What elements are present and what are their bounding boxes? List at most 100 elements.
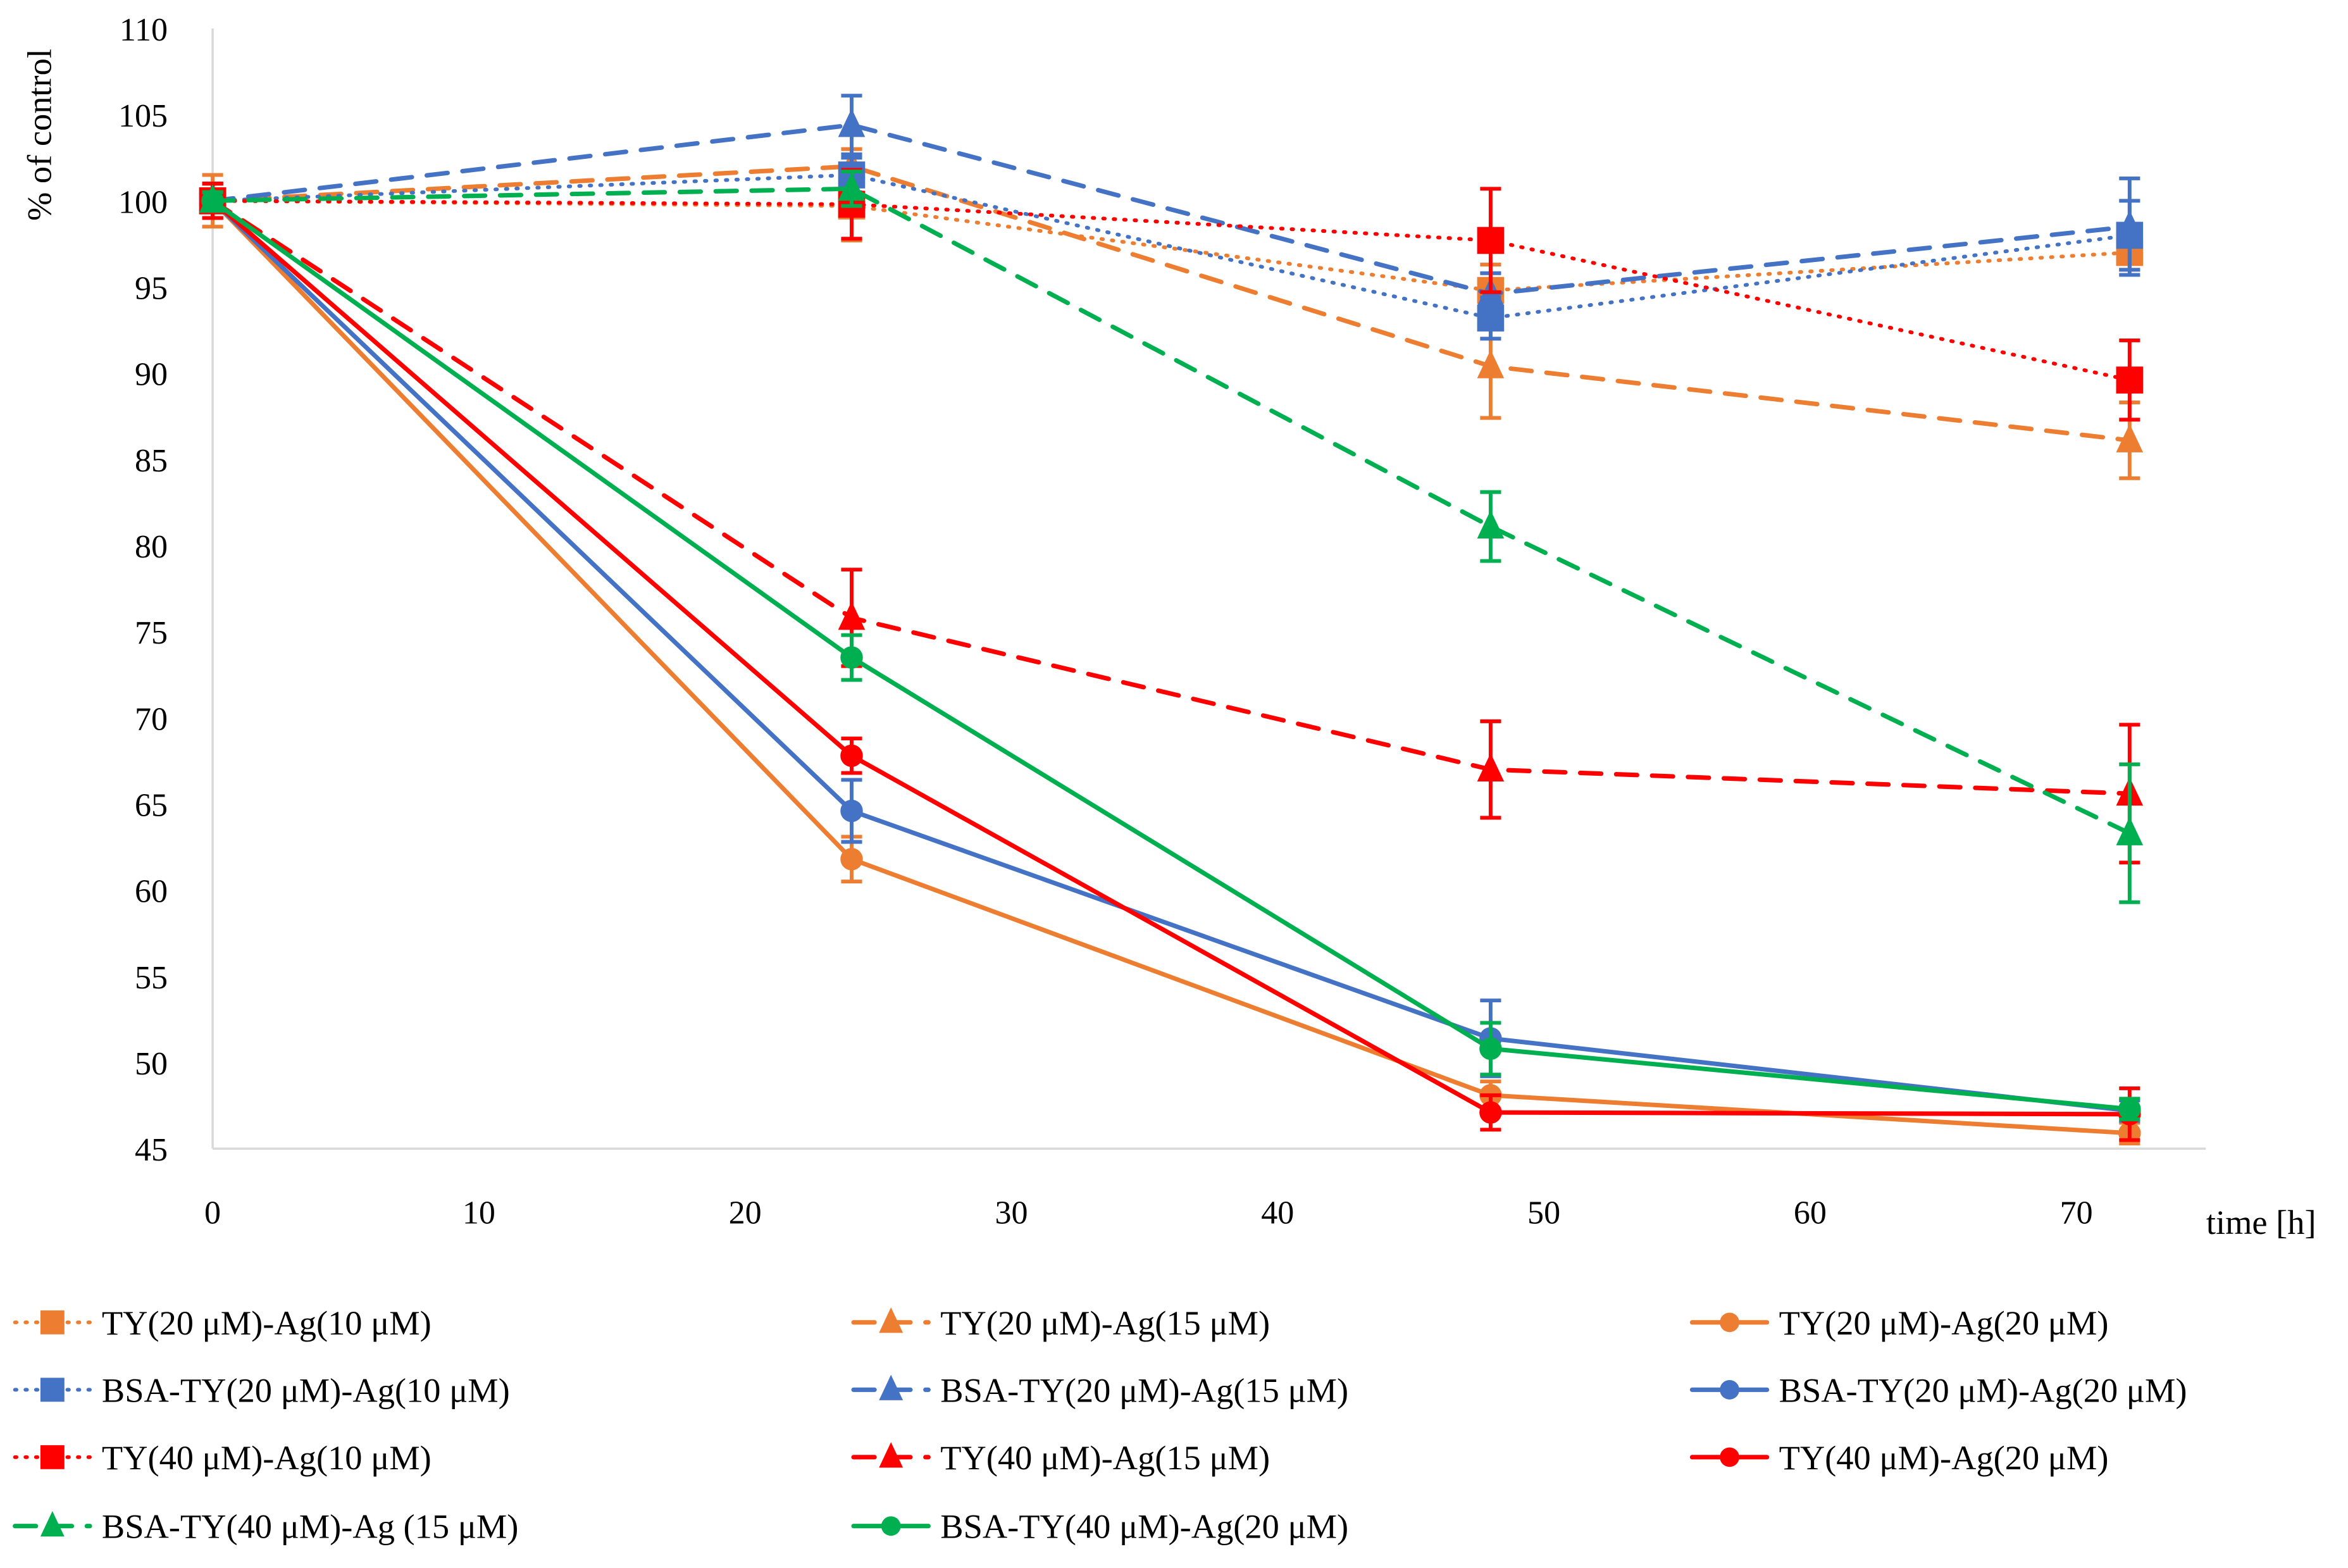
series-line (210, 186, 2132, 836)
legend-item: TY(20 μM)-Ag(20 μM) (1689, 1304, 2109, 1342)
legend: TY(20 μM)-Ag(10 μM) TY(20 μM)-Ag(15 μM) TY… (13, 1304, 2187, 1546)
circle-marker (881, 1516, 901, 1536)
series-2 (199, 147, 2144, 480)
legend-label: BSA-TY(40 μM)-Ag(20 μM) (940, 1507, 1348, 1546)
y-axis-label: % of control (20, 49, 58, 221)
series-line (210, 198, 2132, 1117)
y-tick-label: 45 (135, 1132, 168, 1168)
triangle-marker (879, 1374, 904, 1400)
y-tick-label: 65 (135, 788, 168, 824)
y-tick-label: 105 (118, 98, 168, 134)
square-marker (40, 1310, 65, 1335)
circle-marker (1720, 1379, 1739, 1400)
circle-marker (2118, 1097, 2141, 1121)
series-line (211, 173, 2132, 320)
legend-item: BSA-TY(40 μM)-Ag (15 μM) (13, 1507, 518, 1546)
series-10 (199, 170, 2144, 904)
circle-marker (840, 847, 863, 871)
x-tick-label: 0 (204, 1195, 221, 1231)
x-tick-label: 40 (1261, 1195, 1294, 1231)
circle-marker (1720, 1447, 1739, 1467)
legend-label: BSA-TY(20 μM)-Ag(15 μM) (940, 1371, 1348, 1409)
legend-item: BSA-TY(20 μM)-Ag(15 μM) (851, 1371, 1348, 1409)
y-tick-label: 95 (135, 270, 168, 306)
y-tick-label: 90 (135, 357, 168, 393)
legend-label: TY(20 μM)-Ag(20 μM) (1779, 1304, 2109, 1342)
y-tick-label: 55 (135, 960, 168, 996)
series-9 (201, 182, 2141, 1142)
legend-label: BSA-TY(40 μM)-Ag (15 μM) (102, 1507, 518, 1546)
legend-label: TY(40 μM)-Ag(10 μM) (102, 1438, 432, 1477)
series-line (210, 198, 2132, 1113)
square-marker (40, 1378, 65, 1402)
x-tick-label: 10 (463, 1195, 495, 1231)
y-tick-label: 80 (135, 529, 168, 565)
series-line (211, 199, 2132, 382)
x-tick-label: 20 (729, 1195, 762, 1231)
series-6 (201, 189, 2141, 1123)
legend-item: BSA-TY(20 μM)-Ag(10 μM) (13, 1371, 510, 1409)
legend-item: BSA-TY(40 μM)-Ag(20 μM) (851, 1507, 1348, 1546)
series-1 (199, 170, 2144, 318)
x-tick-label: 30 (995, 1195, 1028, 1231)
triangle-marker (838, 601, 866, 630)
series-line (210, 164, 2132, 443)
circle-marker (840, 646, 863, 669)
y-tick-label: 75 (135, 615, 168, 651)
legend-item: TY(40 μM)-Ag(15 μM) (851, 1438, 1270, 1477)
x-tick-label: 50 (1527, 1195, 1560, 1231)
legend-item: TY(40 μM)-Ag(20 μM) (1689, 1438, 2109, 1477)
circle-marker (1479, 1037, 1502, 1061)
circle-marker (840, 799, 863, 823)
legend-label: BSA-TY(20 μM)-Ag(20 μM) (1779, 1371, 2187, 1409)
legend-label: BSA-TY(20 μM)-Ag(10 μM) (102, 1371, 510, 1409)
circle-marker (840, 744, 863, 768)
triangle-marker (879, 1307, 904, 1333)
x-tick-labels: 0 10 20 30 40 50 60 70 (204, 1195, 2093, 1231)
circle-marker (1720, 1312, 1739, 1333)
y-tick-labels: 45 50 55 60 65 70 75 80 85 90 95 100 105 110 (118, 12, 168, 1168)
legend-label: TY(20 μM)-Ag(10 μM) (102, 1304, 432, 1342)
triangle-marker (879, 1442, 904, 1468)
x-axis-label: time [h] (2206, 1203, 2316, 1241)
series-line (210, 198, 2132, 1136)
triangle-marker (1477, 349, 1505, 378)
square-marker (40, 1445, 65, 1469)
series-8 (199, 182, 2144, 865)
legend-item: BSA-TY(20 μM)-Ag(20 μM) (1689, 1371, 2187, 1409)
legend-item: TY(20 μM)-Ag(10 μM) (13, 1304, 432, 1342)
series-group (199, 94, 2144, 1146)
triangle-marker (2116, 210, 2144, 239)
series-line (210, 198, 2132, 796)
triangle-marker (40, 1511, 65, 1537)
series-line (211, 199, 2132, 292)
circle-marker (201, 189, 224, 213)
triangle-marker (2116, 816, 2144, 845)
x-tick-label: 70 (2060, 1195, 2093, 1231)
triangle-marker (838, 172, 866, 201)
y-tick-label: 110 (120, 12, 168, 48)
y-tick-label: 100 (118, 184, 168, 220)
legend-item: TY(20 μM)-Ag(15 μM) (851, 1304, 1270, 1342)
series-line (210, 122, 2132, 297)
legend-label: TY(40 μM)-Ag(15 μM) (940, 1438, 1270, 1477)
triangle-marker (1477, 510, 1505, 539)
square-marker (1477, 227, 1505, 254)
triangle-marker (1477, 753, 1505, 782)
y-tick-label: 70 (135, 701, 168, 737)
series-line (210, 198, 2132, 1112)
legend-label: TY(40 μM)-Ag(20 μM) (1779, 1438, 2109, 1477)
triangle-marker (2116, 423, 2144, 452)
y-tick-label: 60 (135, 874, 168, 910)
y-tick-label: 85 (135, 443, 168, 479)
square-marker (2116, 366, 2144, 394)
circle-marker (1479, 1101, 1502, 1124)
legend-item: TY(40 μM)-Ag(10 μM) (13, 1438, 432, 1477)
legend-label: TY(20 μM)-Ag(15 μM) (940, 1304, 1270, 1342)
series-4 (199, 156, 2144, 341)
series-11 (201, 189, 2141, 1121)
triangle-marker (838, 108, 866, 137)
series-5 (199, 94, 2144, 317)
y-tick-label: 50 (135, 1046, 168, 1082)
